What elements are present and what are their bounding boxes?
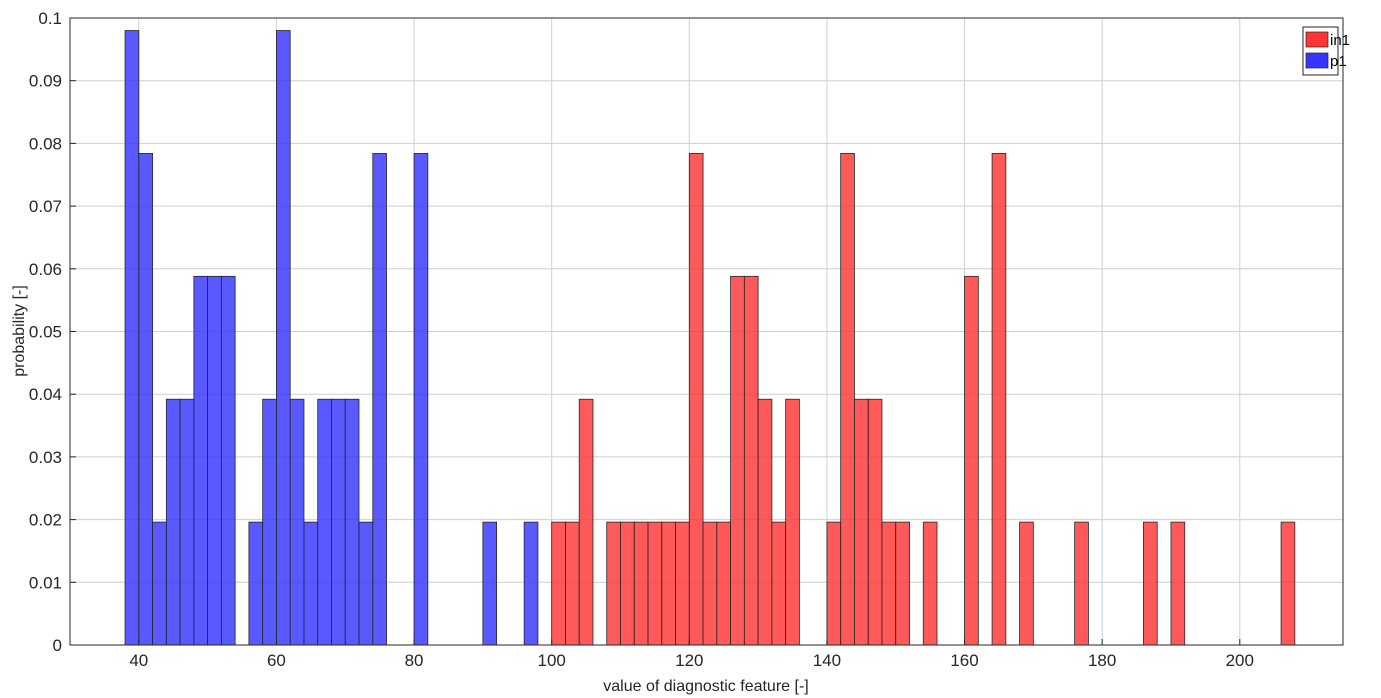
bar-in1 xyxy=(606,521,621,646)
bar-p1 xyxy=(317,398,332,646)
bar-p1 xyxy=(344,398,360,646)
x-tick-label: 180 xyxy=(1088,651,1116,670)
bar-p1 xyxy=(220,275,236,646)
bar-in1 xyxy=(551,521,566,646)
bar-p1 xyxy=(372,153,387,646)
legend: in1 p1 xyxy=(1302,26,1350,76)
bar-p1 xyxy=(262,398,277,646)
bar-in1 xyxy=(922,521,938,646)
bar-in1 xyxy=(730,275,745,646)
bar-in1 xyxy=(688,153,704,646)
bar-in1 xyxy=(840,153,855,646)
bar-in1 xyxy=(826,521,842,646)
legend-swatch-in1 xyxy=(1305,31,1329,48)
bar-p1 xyxy=(303,521,319,646)
bar-in1 xyxy=(578,398,594,646)
bar-in1 xyxy=(675,521,690,646)
bar-p1 xyxy=(289,398,305,646)
bar-p1 xyxy=(165,398,181,646)
legend-label-p1: p1 xyxy=(1330,53,1347,70)
y-tick-label: 0.06 xyxy=(29,260,62,279)
bar-p1 xyxy=(248,521,264,646)
y-tick-label: 0.1 xyxy=(38,9,62,28)
bar-in1 xyxy=(1170,521,1186,646)
bar-in1 xyxy=(1280,521,1296,646)
x-tick-label: 120 xyxy=(675,651,703,670)
bars xyxy=(124,30,1296,646)
y-axis-label: probability [-] xyxy=(11,285,28,377)
y-tick-label: 0.01 xyxy=(29,573,62,592)
bar-p1 xyxy=(331,398,346,646)
x-tick-label: 60 xyxy=(267,651,286,670)
bar-in1 xyxy=(633,521,649,646)
bar-in1 xyxy=(964,275,979,646)
bar-p1 xyxy=(523,521,539,646)
y-tick-label: 0 xyxy=(53,636,62,655)
x-tick-label: 140 xyxy=(813,651,841,670)
bar-in1 xyxy=(565,521,580,646)
bar-in1 xyxy=(620,521,635,646)
bar-in1 xyxy=(661,521,676,646)
y-tick-label: 0.04 xyxy=(29,385,62,404)
y-tick-label: 0.07 xyxy=(29,197,62,216)
bar-in1 xyxy=(1074,521,1089,646)
bar-in1 xyxy=(991,153,1007,646)
legend-label-in1: in1 xyxy=(1330,32,1350,49)
bar-in1 xyxy=(771,521,787,646)
bar-p1 xyxy=(179,398,195,646)
bar-in1 xyxy=(647,521,663,646)
bar-p1 xyxy=(152,521,167,646)
bar-p1 xyxy=(124,30,140,646)
x-tick-label: 160 xyxy=(950,651,978,670)
bar-in1 xyxy=(854,398,869,646)
y-tick-label: 0.03 xyxy=(29,448,62,467)
x-tick-label: 40 xyxy=(129,651,148,670)
bar-p1 xyxy=(413,153,429,646)
y-tick-label: 0.09 xyxy=(29,72,62,91)
bar-p1 xyxy=(482,521,498,646)
y-tick-label: 0.05 xyxy=(29,323,62,342)
y-tick-label: 0.02 xyxy=(29,511,62,530)
legend-swatch-p1 xyxy=(1305,52,1329,69)
bar-p1 xyxy=(207,275,222,646)
bar-in1 xyxy=(867,398,883,646)
x-tick-label: 80 xyxy=(405,651,424,670)
bar-in1 xyxy=(881,521,897,646)
x-tick-label: 100 xyxy=(537,651,565,670)
bar-p1 xyxy=(358,521,374,646)
axis-ticks: 40 60 80 100 120 140 160 180 200 0 0.01 0.02 0.03 0.0… xyxy=(29,9,1254,670)
bar-in1 xyxy=(1143,521,1158,646)
bar-p1 xyxy=(193,275,209,646)
bar-in1 xyxy=(702,521,718,646)
bar-in1 xyxy=(895,521,910,646)
y-tick-label: 0.08 xyxy=(29,134,62,153)
x-axis-label: value of diagnostic feature [-] xyxy=(603,678,808,695)
x-tick-label: 200 xyxy=(1226,651,1254,670)
bar-in1 xyxy=(757,398,773,646)
bar-in1 xyxy=(743,275,759,646)
bar-in1 xyxy=(785,398,800,646)
bar-p1 xyxy=(138,153,153,646)
bar-in1 xyxy=(1019,521,1034,646)
bar-p1 xyxy=(276,30,291,646)
bar-in1 xyxy=(716,521,731,646)
